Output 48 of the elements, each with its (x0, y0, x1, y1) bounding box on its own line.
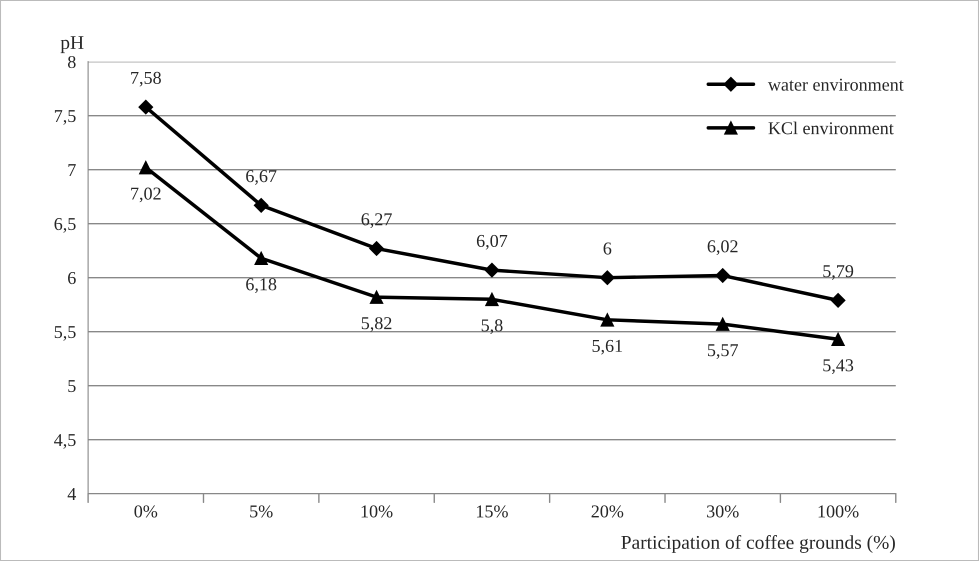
data-label: 5,57 (708, 344, 738, 359)
x-tick-label: 30% (707, 505, 739, 518)
data-label: 7,02 (131, 188, 161, 202)
point (831, 332, 845, 346)
y-tick-label: 7 (68, 164, 76, 176)
point (370, 290, 384, 304)
point (484, 262, 500, 278)
point (485, 292, 499, 306)
x-tick-label: 100% (818, 505, 859, 518)
point (600, 270, 615, 286)
data-label: 6,27 (362, 213, 392, 228)
x-tick-label: 15% (476, 505, 508, 518)
y-tick-label: 6,5 (54, 218, 76, 233)
data-label: 6 (604, 242, 612, 255)
x-tick-label: 5% (250, 505, 273, 518)
data-label: 5,82 (362, 317, 392, 332)
data-label: 7,58 (131, 72, 161, 87)
y-tick-label: 6 (68, 272, 76, 284)
x-tick-label: 10% (362, 505, 392, 518)
point (716, 317, 730, 331)
data-label: 5,79 (823, 265, 854, 280)
point (600, 313, 614, 327)
x-axis-title: Participation of coffee grounds (%) (621, 535, 895, 553)
data-label: 6,02 (708, 240, 738, 256)
point (715, 268, 730, 283)
data-label: 5,61 (592, 340, 622, 355)
data-label: 6,67 (246, 170, 276, 185)
y-tick-label: 7,5 (54, 110, 76, 125)
y-tick-label: 8 (68, 56, 76, 68)
y-tick-label: 5,5 (54, 326, 76, 341)
point (254, 251, 268, 266)
point (369, 241, 384, 256)
legend-label: water environment (768, 78, 904, 91)
x-tick-label: 20% (592, 505, 624, 518)
point (830, 292, 846, 308)
data-label: 6,07 (476, 234, 508, 250)
data-label: 5,43 (823, 359, 854, 374)
x-tick-label: 0% (134, 505, 158, 518)
data-label: 6,18 (246, 278, 276, 294)
y-axis-title: pH (60, 36, 84, 54)
data-label: 5,8 (482, 319, 503, 334)
legend-label: KCl environment (768, 122, 894, 134)
y-tick-label: 5 (68, 380, 76, 392)
point (138, 100, 154, 114)
y-tick-label: 4,5 (54, 434, 76, 449)
point (139, 160, 153, 174)
y-tick-label: 4 (68, 488, 76, 500)
point (254, 198, 269, 213)
